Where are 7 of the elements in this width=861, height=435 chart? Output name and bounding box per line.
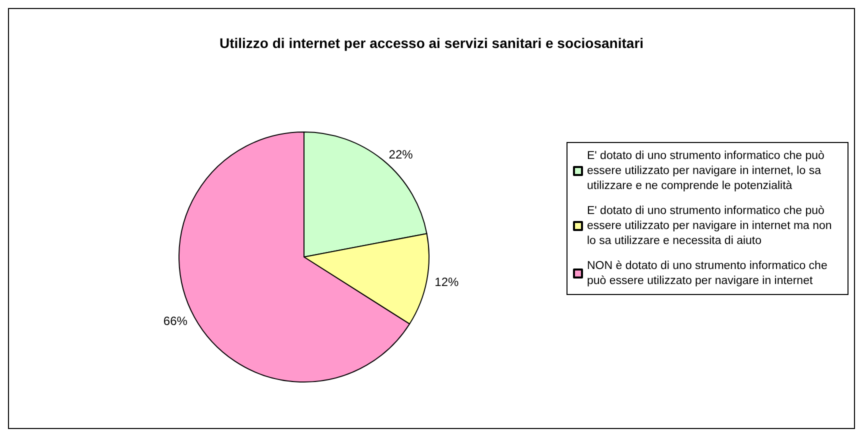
legend-label: E' dotato di uno strumento informatico che può essere utilizzato per navigare in internet ma non lo sa utilizzare e necessita di aiuto	[587, 205, 836, 247]
legend-label: E' dotato di uno strumento informatico che può essere utilizzato per navigare in internet, lo sa utilizzare e ne comprende le potenzialità	[587, 150, 828, 192]
legend-label: NON è dotato di uno strumento informatico che può essere utilizzato per navigare in internet	[587, 260, 831, 287]
data-label: 12%	[434, 274, 459, 289]
data-label: 66%	[163, 314, 188, 328]
chart-title: Utilizzo di internet per accesso ai servizi sanitari e sociosanitari	[219, 35, 644, 51]
data-label: 22%	[388, 148, 414, 162]
